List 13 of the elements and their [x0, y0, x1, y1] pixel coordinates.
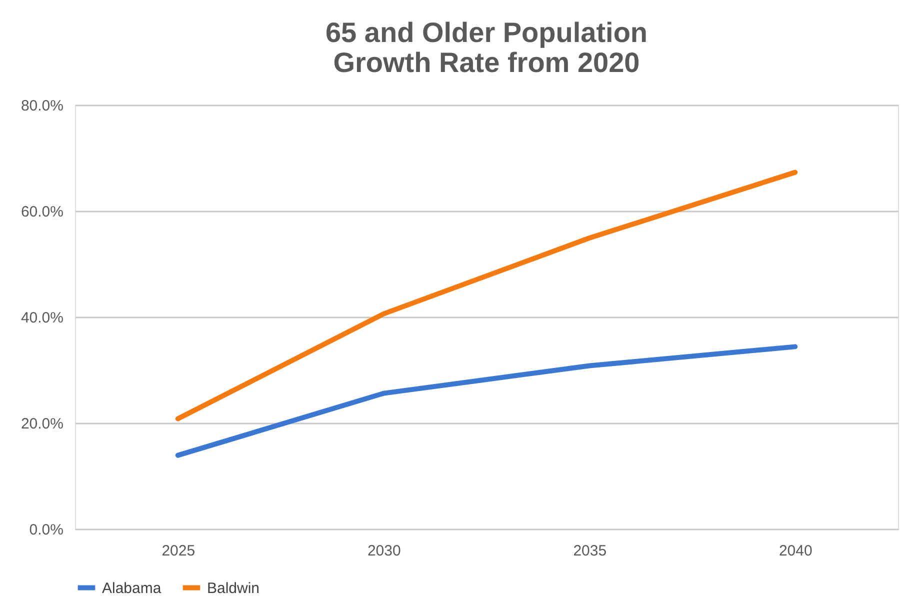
text: 65 and Older Population	[325, 17, 648, 48]
y-tick-label: 80.0%	[20, 98, 64, 114]
legend-label: Baldwin	[207, 580, 260, 597]
legend-label: Alabama	[102, 580, 162, 597]
x-tick-label: 2040	[778, 542, 812, 560]
y-tick-label: 20.0%	[20, 416, 64, 432]
x-tick-label: 2035	[573, 542, 607, 560]
x-tick-label: 2030	[367, 542, 401, 560]
y-tick-label: 40.0%	[20, 310, 64, 326]
text: Growth Rate from 2020	[333, 47, 640, 78]
y-tick-label: 0.0%	[29, 522, 64, 538]
x-tick-label: 2025	[162, 542, 196, 560]
y-tick-label: 60.0%	[20, 204, 64, 220]
